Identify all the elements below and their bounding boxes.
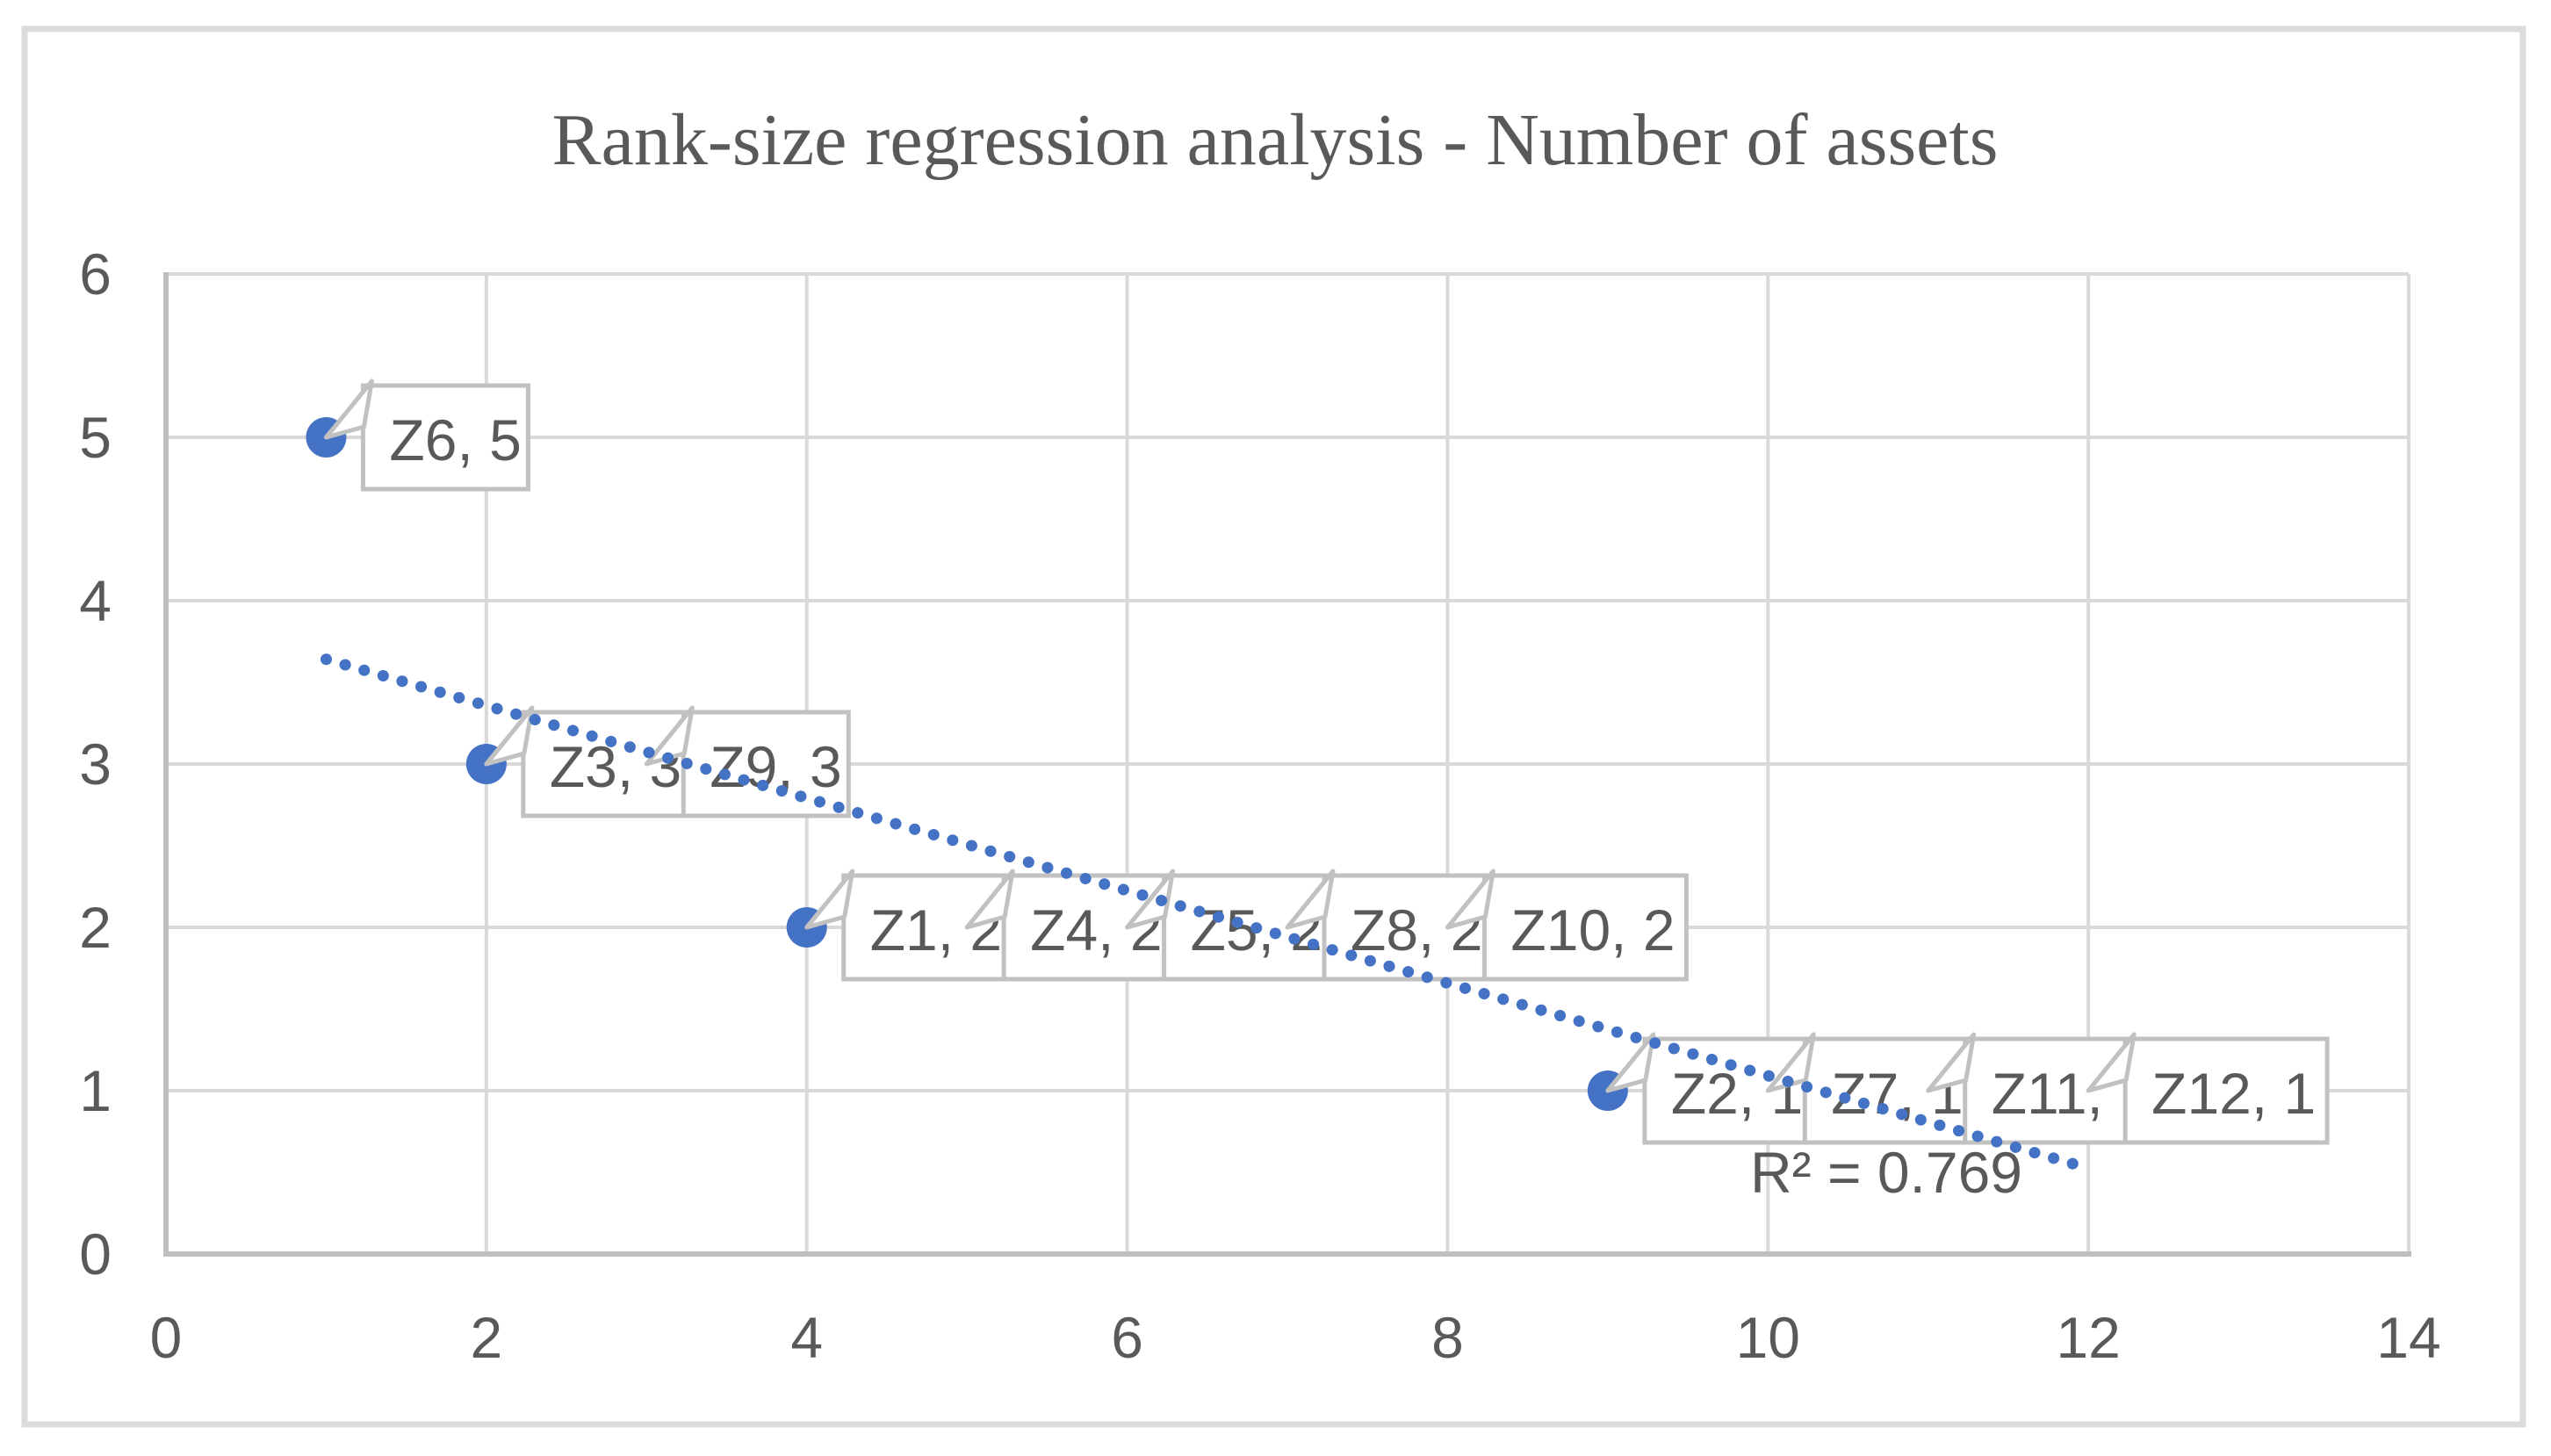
data-label-leader	[964, 869, 1015, 930]
data-label-box	[1481, 873, 1689, 982]
y-tick-label: 1	[79, 1058, 112, 1123]
x-tick-label: 12	[2056, 1305, 2120, 1370]
x-tick-label: 10	[1736, 1305, 1800, 1370]
data-label-leader	[323, 378, 374, 440]
data-label-leader	[1125, 869, 1176, 930]
data-label-text: Z12, 1	[2151, 1061, 2316, 1126]
y-tick-label: 4	[79, 568, 112, 633]
data-label-leader	[484, 705, 535, 767]
chart-frame-border	[21, 25, 2526, 1428]
y-tick-label: 2	[79, 895, 112, 960]
x-tick-label: 0	[150, 1305, 183, 1370]
data-label-box	[841, 873, 1012, 982]
x-tick-label: 4	[790, 1305, 823, 1370]
chart-title: Rank-size regression analysis - Number o…	[552, 99, 1999, 181]
x-tick-label: 8	[1431, 1305, 1464, 1370]
data-label-box	[360, 383, 530, 492]
y-tick-label: 3	[79, 732, 112, 796]
data-label-box	[1322, 873, 1492, 982]
data-label-leader	[804, 869, 855, 930]
data-label-leader	[1926, 1032, 1977, 1093]
r-squared-label: R² = 0.769	[1750, 1140, 2022, 1205]
data-label-leader	[1605, 1032, 1656, 1093]
data-label-box	[2122, 1036, 2330, 1145]
data-label-text: Z6, 5	[389, 407, 521, 472]
y-tick-label: 5	[79, 405, 112, 470]
y-tick-label: 0	[79, 1222, 112, 1287]
data-label-leader	[2086, 1032, 2137, 1093]
data-label-leader	[1285, 869, 1336, 930]
x-tick-label: 6	[1111, 1305, 1143, 1370]
y-tick-label: 6	[79, 241, 112, 306]
x-tick-label: 2	[470, 1305, 502, 1370]
x-tick-label: 14	[2376, 1305, 2440, 1370]
data-label-text: Z9, 3	[710, 734, 841, 799]
data-label-leader	[1445, 869, 1495, 930]
data-label-text: Z10, 2	[1510, 897, 1675, 962]
